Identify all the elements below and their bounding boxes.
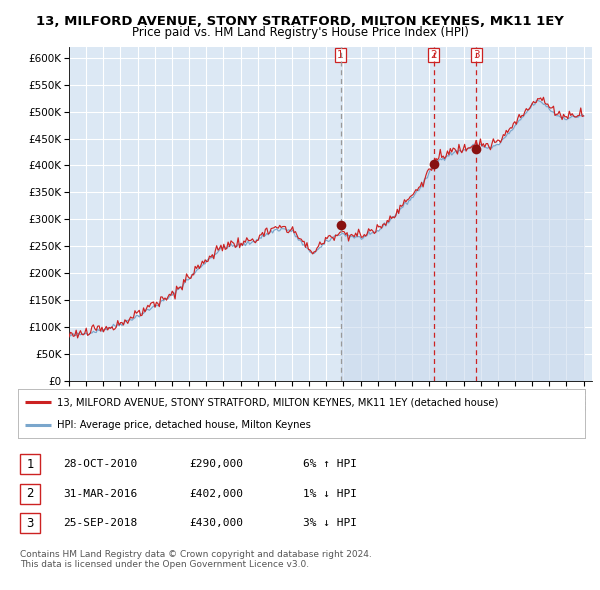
Text: 2: 2 [430, 50, 437, 60]
Text: £290,000: £290,000 [189, 460, 243, 469]
Text: 28-OCT-2010: 28-OCT-2010 [63, 460, 137, 469]
Text: £430,000: £430,000 [189, 519, 243, 528]
Text: 3: 3 [26, 517, 34, 530]
Text: 6% ↑ HPI: 6% ↑ HPI [303, 460, 357, 469]
Text: 13, MILFORD AVENUE, STONY STRATFORD, MILTON KEYNES, MK11 1EY (detached house): 13, MILFORD AVENUE, STONY STRATFORD, MIL… [56, 398, 498, 408]
Text: 31-MAR-2016: 31-MAR-2016 [63, 489, 137, 499]
Text: 2: 2 [26, 487, 34, 500]
Text: £402,000: £402,000 [189, 489, 243, 499]
Text: 13, MILFORD AVENUE, STONY STRATFORD, MILTON KEYNES, MK11 1EY: 13, MILFORD AVENUE, STONY STRATFORD, MIL… [36, 15, 564, 28]
Text: HPI: Average price, detached house, Milton Keynes: HPI: Average price, detached house, Milt… [56, 419, 310, 430]
Text: 1% ↓ HPI: 1% ↓ HPI [303, 489, 357, 499]
Text: 1: 1 [337, 50, 344, 60]
Text: Price paid vs. HM Land Registry's House Price Index (HPI): Price paid vs. HM Land Registry's House … [131, 26, 469, 39]
Text: 3% ↓ HPI: 3% ↓ HPI [303, 519, 357, 528]
Text: Contains HM Land Registry data © Crown copyright and database right 2024.
This d: Contains HM Land Registry data © Crown c… [20, 550, 372, 569]
Text: 3: 3 [473, 50, 480, 60]
Text: 25-SEP-2018: 25-SEP-2018 [63, 519, 137, 528]
Text: 1: 1 [26, 458, 34, 471]
